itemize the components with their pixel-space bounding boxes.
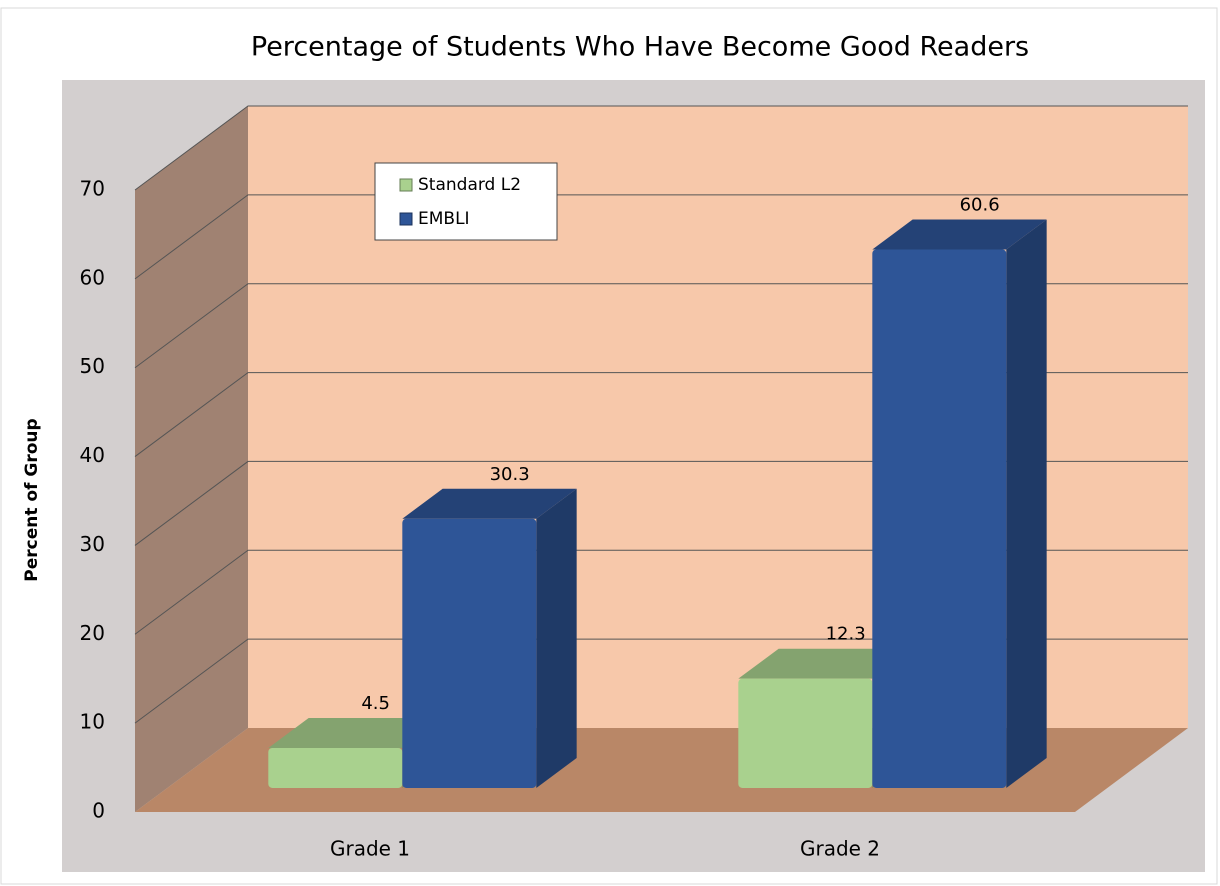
- labels: 0 10 20 30 40 50 60 70 Grade 1 4.5 30.3 Grade 2 12.3…: [80, 162, 1000, 861]
- data-label: 4.5: [361, 693, 390, 714]
- y-tick-label: 70: [80, 177, 105, 201]
- bar-top: [268, 718, 443, 748]
- bar: [268, 747, 403, 788]
- y-tick-label: 50: [80, 354, 105, 378]
- legend-box: [374, 162, 558, 241]
- bar-side: [536, 488, 577, 788]
- left-wall: [135, 106, 248, 812]
- bar: [872, 249, 1007, 788]
- y-axis-label: Percent of Group: [22, 418, 42, 581]
- legend-swatch: [399, 212, 413, 226]
- y-tick-label: 40: [80, 443, 105, 467]
- bar-side: [1006, 219, 1047, 788]
- x-tick-label: Grade 1: [330, 837, 410, 861]
- bar: [738, 678, 873, 788]
- data-label: 30.3: [490, 464, 530, 485]
- y-tick-label: 10: [80, 710, 105, 734]
- bar-top: [402, 488, 577, 519]
- y-tick-label: 0: [92, 799, 105, 823]
- x-tick-label: Grade 2: [800, 837, 880, 861]
- y-tick-label: 20: [80, 621, 105, 645]
- bar-top: [872, 219, 1047, 250]
- data-label: 60.6: [960, 195, 1000, 216]
- y-tick-label: 60: [80, 265, 105, 289]
- grid-line: [134, 105, 1188, 191]
- data-label: 12.3: [826, 624, 866, 645]
- y-tick-label: 30: [80, 532, 105, 556]
- legend-swatch: [399, 178, 413, 192]
- bar: [402, 518, 537, 788]
- legend-label: Standard L2: [418, 175, 521, 195]
- chart-title: Percentage of Students Who Have Become G…: [251, 32, 1029, 63]
- bar-top: [738, 648, 913, 679]
- bars: [268, 219, 1047, 788]
- grid-line: [134, 194, 1188, 280]
- legend-label: EMBLI: [418, 209, 470, 229]
